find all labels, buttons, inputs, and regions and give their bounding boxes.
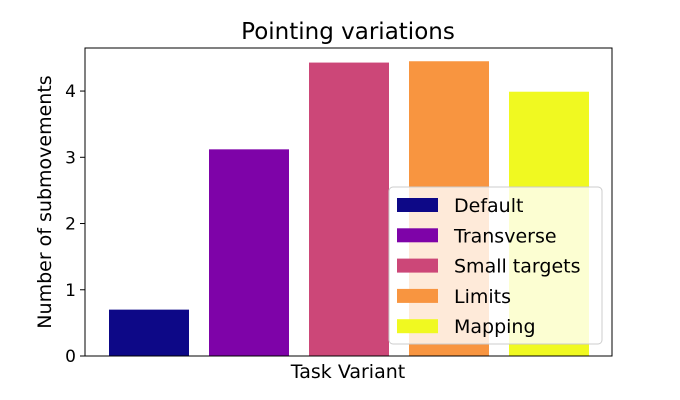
legend-swatch-transverse <box>397 228 438 243</box>
bar-default <box>109 309 189 356</box>
legend-label-default: Default <box>454 195 523 217</box>
legend-swatch-limits <box>397 288 438 303</box>
legend: Default Transverse Small targets Limits Mapp… <box>388 186 603 345</box>
legend-label-limits: Limits <box>454 286 511 308</box>
bar-transverse <box>209 149 289 356</box>
legend-swatch-mapping <box>397 319 438 334</box>
legend-box <box>388 186 603 345</box>
y-tick-label: 1 <box>65 281 76 301</box>
y-tick-label: 3 <box>65 148 76 168</box>
legend-label-mapping: Mapping <box>454 316 536 338</box>
chart-title: Pointing variations <box>241 19 455 45</box>
plot-frame <box>84 47 613 357</box>
bar-small-targets <box>309 62 389 356</box>
legend-label-transverse: Transverse <box>453 225 557 247</box>
x-axis-label: Task Variant <box>290 361 405 383</box>
y-tick-label: 4 <box>65 82 76 102</box>
legend-swatch-small-targets <box>397 258 438 273</box>
y-axis-label: Number of submovements <box>34 75 56 328</box>
legend-label-small-targets: Small targets <box>454 256 580 278</box>
y-tick-label: 2 <box>65 215 76 235</box>
y-tick-label: 0 <box>65 347 76 367</box>
legend-swatch-default <box>397 198 438 212</box>
y-axis: 0 1 2 3 4 <box>65 82 85 367</box>
